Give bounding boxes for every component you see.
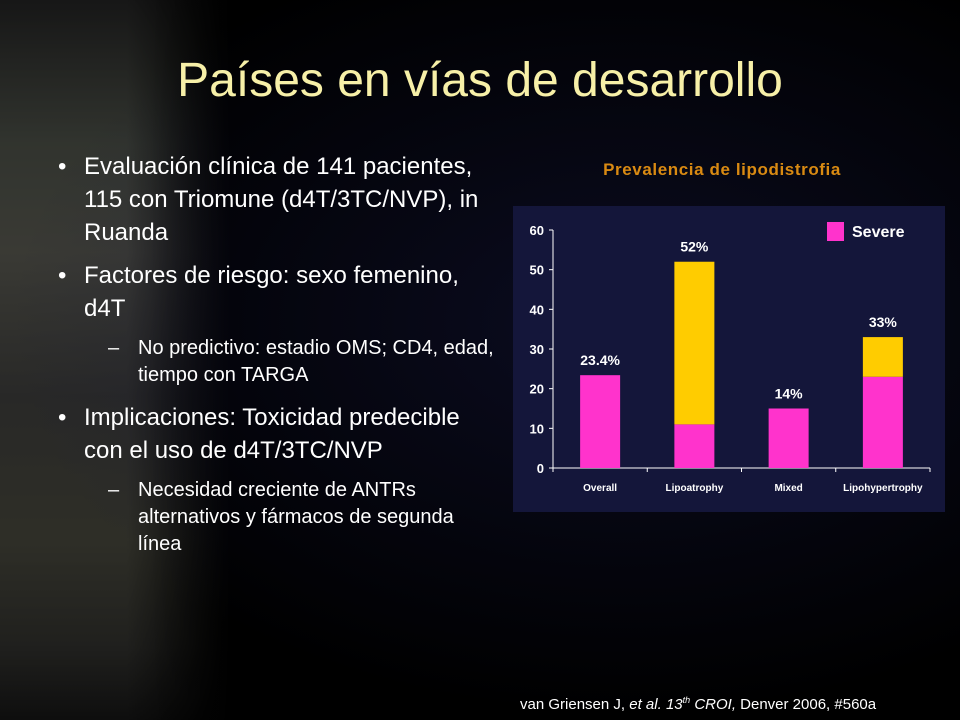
y-tick-label: 40 [530, 302, 544, 317]
legend-swatch [827, 222, 844, 241]
bullet-item: • Factores de riesgo: sexo femenino, d4T [58, 259, 498, 325]
bullet-text: Factores de riesgo: sexo femenino, d4T [84, 262, 459, 322]
slide-title: Países en vías de desarrollo [177, 54, 783, 107]
sub-bullet-text: No predictivo: estadio OMS; CD4, edad, t… [138, 337, 494, 386]
x-tick-label: Lipoatrophy [665, 483, 723, 494]
bullet-dot: • [58, 153, 67, 180]
bullet-item: • Evaluación clínica de 141 pacientes, 1… [58, 150, 498, 249]
bar-segment-severe [768, 408, 809, 468]
bullet-text: Evaluación clínica de 141 pacientes, 115… [84, 153, 479, 246]
y-tick-label: 10 [530, 421, 544, 436]
bullet-dash: – [108, 479, 120, 501]
x-tick-label: Lipohypertrophy [843, 483, 923, 494]
sub-bullet-item: – Necesidad creciente de ANTRs alternati… [58, 477, 498, 558]
bar-segment-severe [580, 375, 621, 468]
x-tick-label: Overall [583, 483, 617, 494]
data-label: 23.4% [580, 352, 620, 368]
sub-bullet-text: Necesidad creciente de ANTRs alternativo… [138, 479, 454, 555]
citation-conf-sup: th [682, 695, 691, 705]
data-label: 52% [680, 239, 709, 255]
data-label: 33% [869, 314, 898, 330]
y-tick-label: 60 [530, 223, 544, 238]
data-label: 14% [775, 386, 804, 402]
bar-chart: 0 10 20 30 40 50 60 23.4% Overall 52% Lipoatrophy 1… [530, 222, 931, 494]
citation-conf-name: CROI, [694, 696, 736, 713]
bar-segment-other [674, 261, 715, 425]
bullet-dot: • [58, 404, 67, 431]
bar-segment-severe [862, 376, 903, 468]
citation-conf-number: 13 [665, 696, 683, 713]
legend-label: Severe [852, 224, 905, 241]
bullet-dash: – [108, 337, 120, 359]
sub-bullet-item: – No predictivo: estadio OMS; CD4, edad,… [58, 335, 498, 389]
y-tick-label: 30 [530, 342, 544, 357]
bullet-list: • Evaluación clínica de 141 pacientes, 1… [58, 150, 498, 570]
bar-segment-other [862, 337, 903, 377]
chart-title: Prevalencia de lipodistrofia [603, 160, 841, 179]
citation-rest: Denver 2006, #560a [740, 696, 877, 713]
citation-etal: et al. [629, 696, 662, 713]
chart-panel: 0 10 20 30 40 50 60 23.4% Overall 52% Lipoatrophy 1… [513, 206, 945, 512]
citation-authors: van Griensen J, [520, 696, 626, 713]
y-tick-label: 0 [537, 461, 544, 476]
x-tick-label: Mixed [774, 483, 802, 494]
citation: van Griensen J, et al. 13th CROI, Denver… [520, 695, 876, 713]
y-tick-label: 20 [530, 382, 544, 397]
bullet-item: • Implicaciones: Toxicidad predecible co… [58, 401, 498, 467]
bar-segment-severe [674, 424, 715, 468]
bullet-text: Implicaciones: Toxicidad predecible con … [84, 404, 460, 464]
bullet-dot: • [58, 262, 67, 289]
y-tick-label: 50 [530, 263, 544, 278]
